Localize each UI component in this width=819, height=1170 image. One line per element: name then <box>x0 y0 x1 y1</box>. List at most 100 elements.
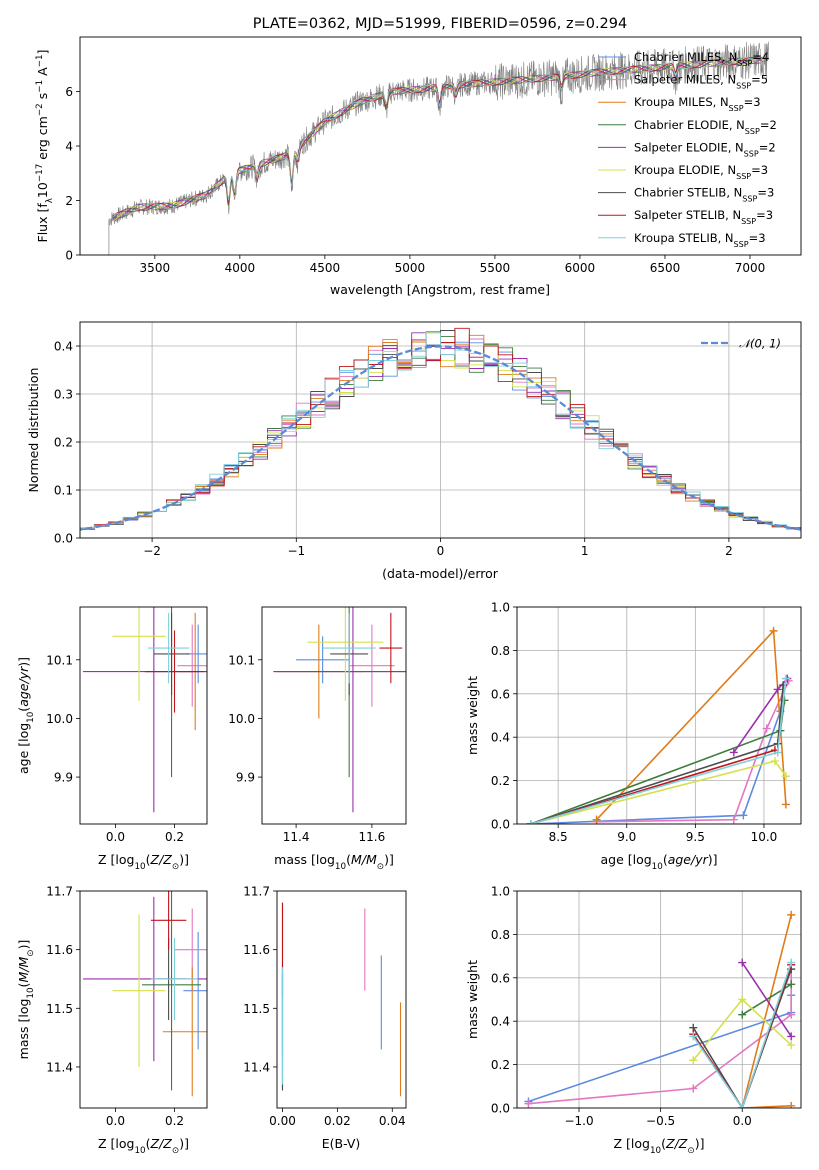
x-tick-label: 0.02 <box>324 1114 351 1128</box>
weight-vs-age-panel: 8.5 9.0 9.5 10.0 0.0 0.2 0.4 0.6 0.8 1.0 age [log1… <box>465 601 802 872</box>
weight-marker <box>787 958 796 967</box>
model-spectrum <box>112 56 764 217</box>
y-tick-label: 10.0 <box>228 712 255 726</box>
y-tick-label: 0.2 <box>491 774 510 788</box>
y-axis-label: mass weight <box>465 960 480 1039</box>
mass-vs-metallicity-panel: 0.0 0.2 11.4 11.5 11.6 11.7 Z [log10(Z/Z⊙)] mas… <box>16 885 208 1156</box>
x-tick-label: 8.5 <box>549 830 568 844</box>
weight-marker <box>773 685 782 694</box>
legend-entry: Salpeter STELIB, NSSP=3 <box>634 208 773 226</box>
axes-frame <box>261 606 407 825</box>
weight-marker <box>739 811 748 820</box>
weight-line <box>596 680 790 823</box>
y-tick-label: 0.3 <box>54 388 73 402</box>
x-axis-label: mass [log10(M/M⊙)] <box>274 852 394 872</box>
y-tick-label: 11.4 <box>46 1060 73 1074</box>
y-tick-label: 11.4 <box>243 1060 270 1074</box>
weight-marker <box>781 674 790 683</box>
axes-frame <box>79 321 802 539</box>
plot-area <box>80 322 801 538</box>
axes-frame <box>516 890 802 1109</box>
legend-entry: Chabrier STELIB, NSSP=3 <box>634 186 774 204</box>
figure-title: PLATE=0362, MJD=51999, FIBERID=0596, z=0… <box>253 16 627 32</box>
weight-marker <box>787 1032 796 1041</box>
weight-marker <box>787 910 796 919</box>
weight-marker <box>689 1084 698 1093</box>
x-tick-label: 0.0 <box>733 1114 752 1128</box>
x-tick-label: 0.2 <box>165 1114 184 1128</box>
weight-marker <box>787 980 796 989</box>
x-axis-label: wavelength [Angstrom, rest frame] <box>330 282 550 297</box>
x-axis-label: Z [log10(Z/Z⊙)] <box>614 1136 705 1156</box>
y-tick-label: 10.1 <box>228 653 255 667</box>
x-tick-label: −1.0 <box>564 1114 593 1128</box>
y-tick-label: 0.0 <box>54 532 73 546</box>
x-tick-label: −0.5 <box>646 1114 675 1128</box>
y-tick-label: 6 <box>65 85 73 99</box>
y-tick-label: 10.0 <box>46 712 73 726</box>
weight-line <box>741 962 792 1037</box>
y-tick-label: 2 <box>65 194 73 208</box>
x-tick-label: 6500 <box>650 261 681 275</box>
legend-entry: Kroupa ELODIE, NSSP=3 <box>634 163 768 181</box>
weight-marker <box>689 1056 698 1065</box>
y-tick-label: 0.6 <box>491 687 510 701</box>
x-axis-label: (data-model)/error <box>382 566 499 581</box>
y-tick-label: 0.4 <box>491 731 510 745</box>
axes-frame <box>79 890 208 1109</box>
x-axis-label: Z [log10(Z/Z⊙)] <box>98 852 189 872</box>
weight-marker <box>592 815 601 824</box>
legend-entry: Kroupa STELIB, NSSP=3 <box>634 231 766 249</box>
x-tick-label: 4500 <box>310 261 341 275</box>
weight-marker <box>524 1099 533 1108</box>
x-tick-label: 0.04 <box>379 1114 406 1128</box>
weight-marker <box>689 1032 698 1041</box>
y-tick-label: 0.0 <box>491 818 510 832</box>
weight-marker <box>762 724 771 733</box>
x-tick-label: 0.0 <box>106 830 125 844</box>
axes-frame <box>79 36 802 256</box>
x-tick-label: 7000 <box>735 261 766 275</box>
y-tick-label: 9.9 <box>236 771 255 785</box>
x-tick-label: 5500 <box>480 261 511 275</box>
weight-marker <box>773 748 782 757</box>
axes-frame <box>79 606 208 825</box>
y-tick-label: 1.0 <box>491 885 510 899</box>
weight-marker <box>770 757 779 766</box>
y-tick-label: 11.5 <box>46 1002 73 1016</box>
x-tick-label: 4000 <box>225 261 256 275</box>
weight-marker <box>729 748 738 757</box>
x-tick-label: 0.0 <box>106 1114 125 1128</box>
legend-entry: 𝒩(0, 1) <box>739 337 781 351</box>
y-tick-label: 0 <box>65 249 73 263</box>
x-tick-label: 9.0 <box>617 830 636 844</box>
y-tick-label: 0.2 <box>491 1058 510 1072</box>
x-tick-label: 10.0 <box>751 830 778 844</box>
mass-vs-reddening-panel: 0.00 0.02 0.04 11.4 11.5 11.6 11.7 E(B-V) <box>243 885 407 1151</box>
plot-area <box>517 891 801 1108</box>
weight-marker <box>526 820 535 824</box>
weight-marker <box>769 626 778 635</box>
y-tick-label: 0.6 <box>491 971 510 985</box>
plot-area <box>82 891 207 1097</box>
y-tick-label: 0.1 <box>54 484 73 498</box>
weight-vs-metallicity-panel: −1.0 −0.5 0.0 0.0 0.2 0.4 0.6 0.8 1.0 Z [log10(Z/… <box>465 885 802 1156</box>
y-tick-label: 11.6 <box>243 943 270 957</box>
weight-line <box>530 760 787 824</box>
weight-line <box>692 968 792 1108</box>
legend-entry: Salpeter ELODIE, NSSP=2 <box>634 140 776 158</box>
legend-entry: Chabrier ELODIE, NSSP=2 <box>634 118 777 136</box>
legend-entry: Salpeter MILES, NSSP=5 <box>634 73 768 91</box>
x-axis-label: age [log10(age/yr)] <box>600 852 717 872</box>
plot-area <box>281 902 402 1097</box>
y-axis-label: Normed distribution <box>26 368 41 493</box>
weight-line <box>596 629 787 821</box>
y-tick-label: 11.5 <box>243 1002 270 1016</box>
x-tick-label: 11.6 <box>359 830 386 844</box>
y-tick-label: 10.1 <box>46 653 73 667</box>
x-tick-label: 1 <box>581 544 589 558</box>
weight-marker <box>787 1010 796 1019</box>
x-axis-label: E(B-V) <box>322 1136 361 1151</box>
legend-entry: Chabrier MILES, NSSP=4 <box>634 50 769 68</box>
